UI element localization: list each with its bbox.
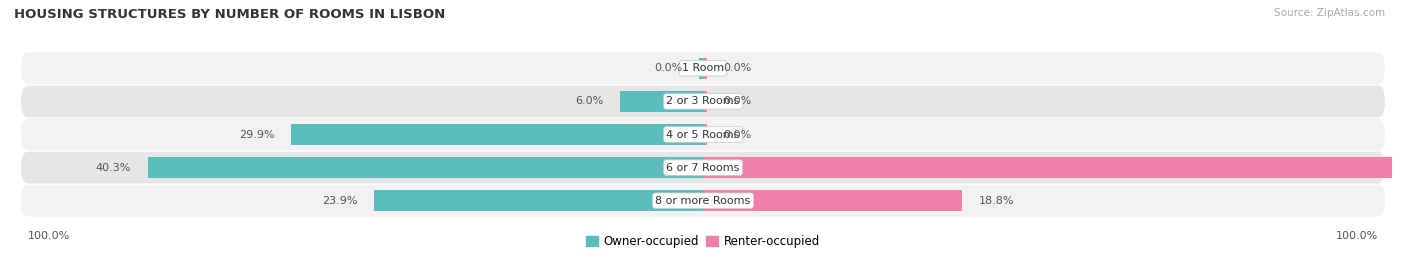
Text: 100.0%: 100.0% bbox=[28, 231, 70, 241]
Text: 100.0%: 100.0% bbox=[1336, 231, 1378, 241]
Text: 29.9%: 29.9% bbox=[239, 129, 274, 140]
FancyBboxPatch shape bbox=[21, 185, 1385, 217]
Bar bbox=[699, 58, 703, 79]
Bar bbox=[291, 124, 703, 145]
Bar bbox=[703, 91, 707, 112]
FancyBboxPatch shape bbox=[21, 152, 1385, 183]
Text: 0.0%: 0.0% bbox=[724, 63, 752, 73]
Text: 0.0%: 0.0% bbox=[654, 63, 682, 73]
Text: 18.8%: 18.8% bbox=[979, 196, 1014, 206]
Text: 6.0%: 6.0% bbox=[575, 96, 603, 107]
FancyBboxPatch shape bbox=[21, 86, 1385, 117]
Text: 0.0%: 0.0% bbox=[724, 96, 752, 107]
Bar bbox=[703, 58, 707, 79]
FancyBboxPatch shape bbox=[21, 52, 1385, 84]
Text: 2 or 3 Rooms: 2 or 3 Rooms bbox=[666, 96, 740, 107]
Text: 4 or 5 Rooms: 4 or 5 Rooms bbox=[666, 129, 740, 140]
Text: 8 or more Rooms: 8 or more Rooms bbox=[655, 196, 751, 206]
Text: 6 or 7 Rooms: 6 or 7 Rooms bbox=[666, 162, 740, 173]
Text: 23.9%: 23.9% bbox=[322, 196, 357, 206]
Text: 1 Room: 1 Room bbox=[682, 63, 724, 73]
Bar bbox=[374, 190, 703, 211]
Text: Source: ZipAtlas.com: Source: ZipAtlas.com bbox=[1274, 8, 1385, 18]
FancyBboxPatch shape bbox=[21, 119, 1385, 150]
Text: 40.3%: 40.3% bbox=[96, 162, 131, 173]
Text: HOUSING STRUCTURES BY NUMBER OF ROOMS IN LISBON: HOUSING STRUCTURES BY NUMBER OF ROOMS IN… bbox=[14, 8, 446, 21]
Text: 0.0%: 0.0% bbox=[724, 129, 752, 140]
Bar bbox=[703, 124, 707, 145]
Bar bbox=[148, 157, 703, 178]
Bar bbox=[703, 190, 962, 211]
Bar bbox=[620, 91, 703, 112]
Bar bbox=[703, 157, 1406, 178]
Legend: Owner-occupied, Renter-occupied: Owner-occupied, Renter-occupied bbox=[581, 230, 825, 253]
